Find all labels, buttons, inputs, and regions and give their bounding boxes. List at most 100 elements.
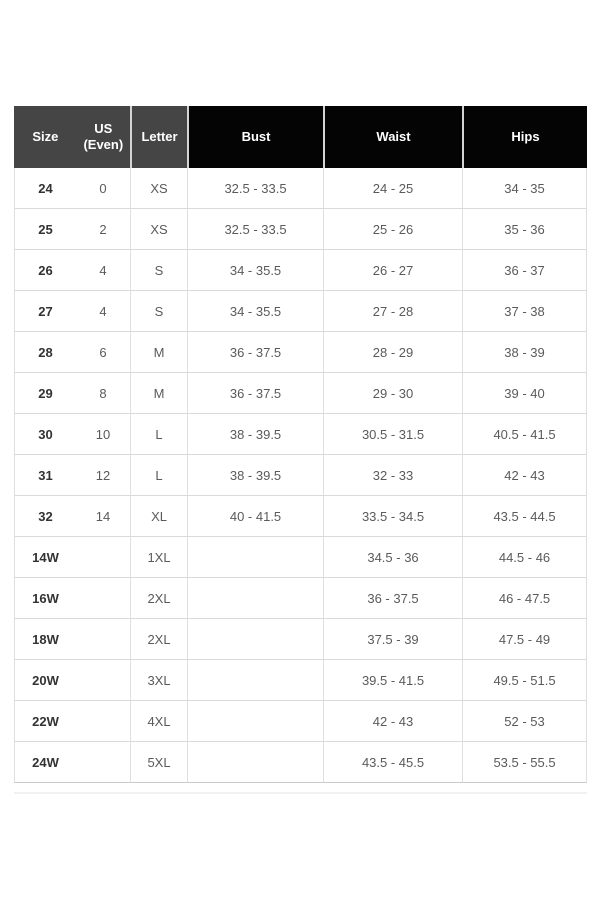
cell-waist: 30.5 - 31.5 — [323, 414, 463, 455]
cell-us — [76, 701, 131, 742]
cell-waist: 36 - 37.5 — [323, 578, 463, 619]
cell-hips: 36 - 37 — [462, 250, 588, 291]
table-row: 26 4 S 34 - 35.5 26 - 27 36 - 37 — [14, 250, 588, 291]
cell-waist: 29 - 30 — [323, 373, 463, 414]
cell-bust: 36 - 37.5 — [187, 332, 324, 373]
cell-bust: 40 - 41.5 — [187, 496, 324, 537]
cell-letter: L — [130, 455, 188, 496]
column-header-size-us: Size US (Even) — [14, 106, 131, 168]
table-row: 18W 2XL 37.5 - 39 47.5 - 49 — [14, 619, 588, 660]
size-chart-header: Size US (Even) Letter Bust Waist Hips — [14, 106, 588, 168]
cell-us: 6 — [76, 332, 131, 373]
cell-size: 26 — [14, 250, 76, 291]
table-row: 31 12 L 38 - 39.5 32 - 33 42 - 43 — [14, 455, 588, 496]
table-row: 22W 4XL 42 - 43 52 - 53 — [14, 701, 588, 742]
table-row: 25 2 XS 32.5 - 33.5 25 - 26 35 - 36 — [14, 209, 588, 250]
cell-waist: 34.5 - 36 — [323, 537, 463, 578]
cell-hips: 49.5 - 51.5 — [462, 660, 588, 701]
cell-hips: 46 - 47.5 — [462, 578, 588, 619]
cell-bust — [187, 578, 324, 619]
table-row: 29 8 M 36 - 37.5 29 - 30 39 - 40 — [14, 373, 588, 414]
cell-waist: 32 - 33 — [323, 455, 463, 496]
cell-us — [76, 578, 131, 619]
size-chart-body: 24 0 XS 32.5 - 33.5 24 - 25 34 - 35 25 2 XS 32.5 … — [14, 168, 588, 783]
table-row: 16W 2XL 36 - 37.5 46 - 47.5 — [14, 578, 588, 619]
cell-hips: 43.5 - 44.5 — [462, 496, 588, 537]
table-row: 24W 5XL 43.5 - 45.5 53.5 - 55.5 — [14, 742, 588, 783]
cell-letter: 2XL — [130, 619, 188, 660]
cell-size: 29 — [14, 373, 76, 414]
cell-hips: 40.5 - 41.5 — [462, 414, 588, 455]
cell-us: 8 — [76, 373, 131, 414]
cell-letter: XS — [130, 209, 188, 250]
cell-hips: 34 - 35 — [462, 168, 588, 209]
cell-size: 18W — [14, 619, 76, 660]
table-row: 27 4 S 34 - 35.5 27 - 28 37 - 38 — [14, 291, 588, 332]
cell-bust: 34 - 35.5 — [187, 250, 324, 291]
cell-bust — [187, 619, 324, 660]
cell-us: 4 — [76, 291, 131, 332]
cell-waist: 33.5 - 34.5 — [323, 496, 463, 537]
cell-size: 24 — [14, 168, 76, 209]
cell-hips: 52 - 53 — [462, 701, 588, 742]
cell-us: 4 — [76, 250, 131, 291]
cell-waist: 27 - 28 — [323, 291, 463, 332]
cell-us: 0 — [76, 168, 131, 209]
cell-waist: 42 - 43 — [323, 701, 463, 742]
table-row: 14W 1XL 34.5 - 36 44.5 - 46 — [14, 537, 588, 578]
cell-waist: 24 - 25 — [323, 168, 463, 209]
cell-letter: M — [130, 373, 188, 414]
table-row: 24 0 XS 32.5 - 33.5 24 - 25 34 - 35 — [14, 168, 588, 209]
cell-bust: 32.5 - 33.5 — [187, 168, 324, 209]
size-chart-table: Size US (Even) Letter Bust Waist Hips 24… — [14, 106, 588, 783]
cell-waist: 28 - 29 — [323, 332, 463, 373]
cell-size: 31 — [14, 455, 76, 496]
cell-letter: 4XL — [130, 701, 188, 742]
cell-waist: 39.5 - 41.5 — [323, 660, 463, 701]
column-header-waist: Waist — [323, 106, 463, 168]
bottom-divider — [14, 792, 587, 794]
cell-bust: 34 - 35.5 — [187, 291, 324, 332]
column-header-us-even: US (Even) — [83, 121, 124, 152]
cell-size: 22W — [14, 701, 76, 742]
size-us-header-group: Size US (Even) — [14, 106, 130, 168]
cell-bust: 38 - 39.5 — [187, 455, 324, 496]
cell-letter: 2XL — [130, 578, 188, 619]
cell-hips: 37 - 38 — [462, 291, 588, 332]
cell-us: 2 — [76, 209, 131, 250]
table-row: 28 6 M 36 - 37.5 28 - 29 38 - 39 — [14, 332, 588, 373]
table-row: 32 14 XL 40 - 41.5 33.5 - 34.5 43.5 - 44.5 — [14, 496, 588, 537]
cell-us — [76, 742, 131, 783]
column-header-size: Size — [32, 129, 59, 144]
cell-size: 20W — [14, 660, 76, 701]
table-row: 30 10 L 38 - 39.5 30.5 - 31.5 40.5 - 41.5 — [14, 414, 588, 455]
cell-letter: M — [130, 332, 188, 373]
cell-us — [76, 537, 131, 578]
cell-size: 25 — [14, 209, 76, 250]
cell-bust: 32.5 - 33.5 — [187, 209, 324, 250]
cell-bust — [187, 742, 324, 783]
cell-hips: 47.5 - 49 — [462, 619, 588, 660]
cell-us: 12 — [76, 455, 131, 496]
cell-waist: 43.5 - 45.5 — [323, 742, 463, 783]
column-header-hips: Hips — [462, 106, 588, 168]
cell-hips: 53.5 - 55.5 — [462, 742, 588, 783]
cell-hips: 42 - 43 — [462, 455, 588, 496]
cell-waist: 25 - 26 — [323, 209, 463, 250]
cell-size: 32 — [14, 496, 76, 537]
cell-us — [76, 660, 131, 701]
cell-us: 10 — [76, 414, 131, 455]
cell-hips: 44.5 - 46 — [462, 537, 588, 578]
cell-letter: XL — [130, 496, 188, 537]
cell-hips: 39 - 40 — [462, 373, 588, 414]
cell-bust: 38 - 39.5 — [187, 414, 324, 455]
cell-size: 27 — [14, 291, 76, 332]
cell-size: 16W — [14, 578, 76, 619]
cell-bust — [187, 701, 324, 742]
cell-letter: 5XL — [130, 742, 188, 783]
cell-hips: 35 - 36 — [462, 209, 588, 250]
cell-hips: 38 - 39 — [462, 332, 588, 373]
cell-bust — [187, 660, 324, 701]
cell-size: 14W — [14, 537, 76, 578]
